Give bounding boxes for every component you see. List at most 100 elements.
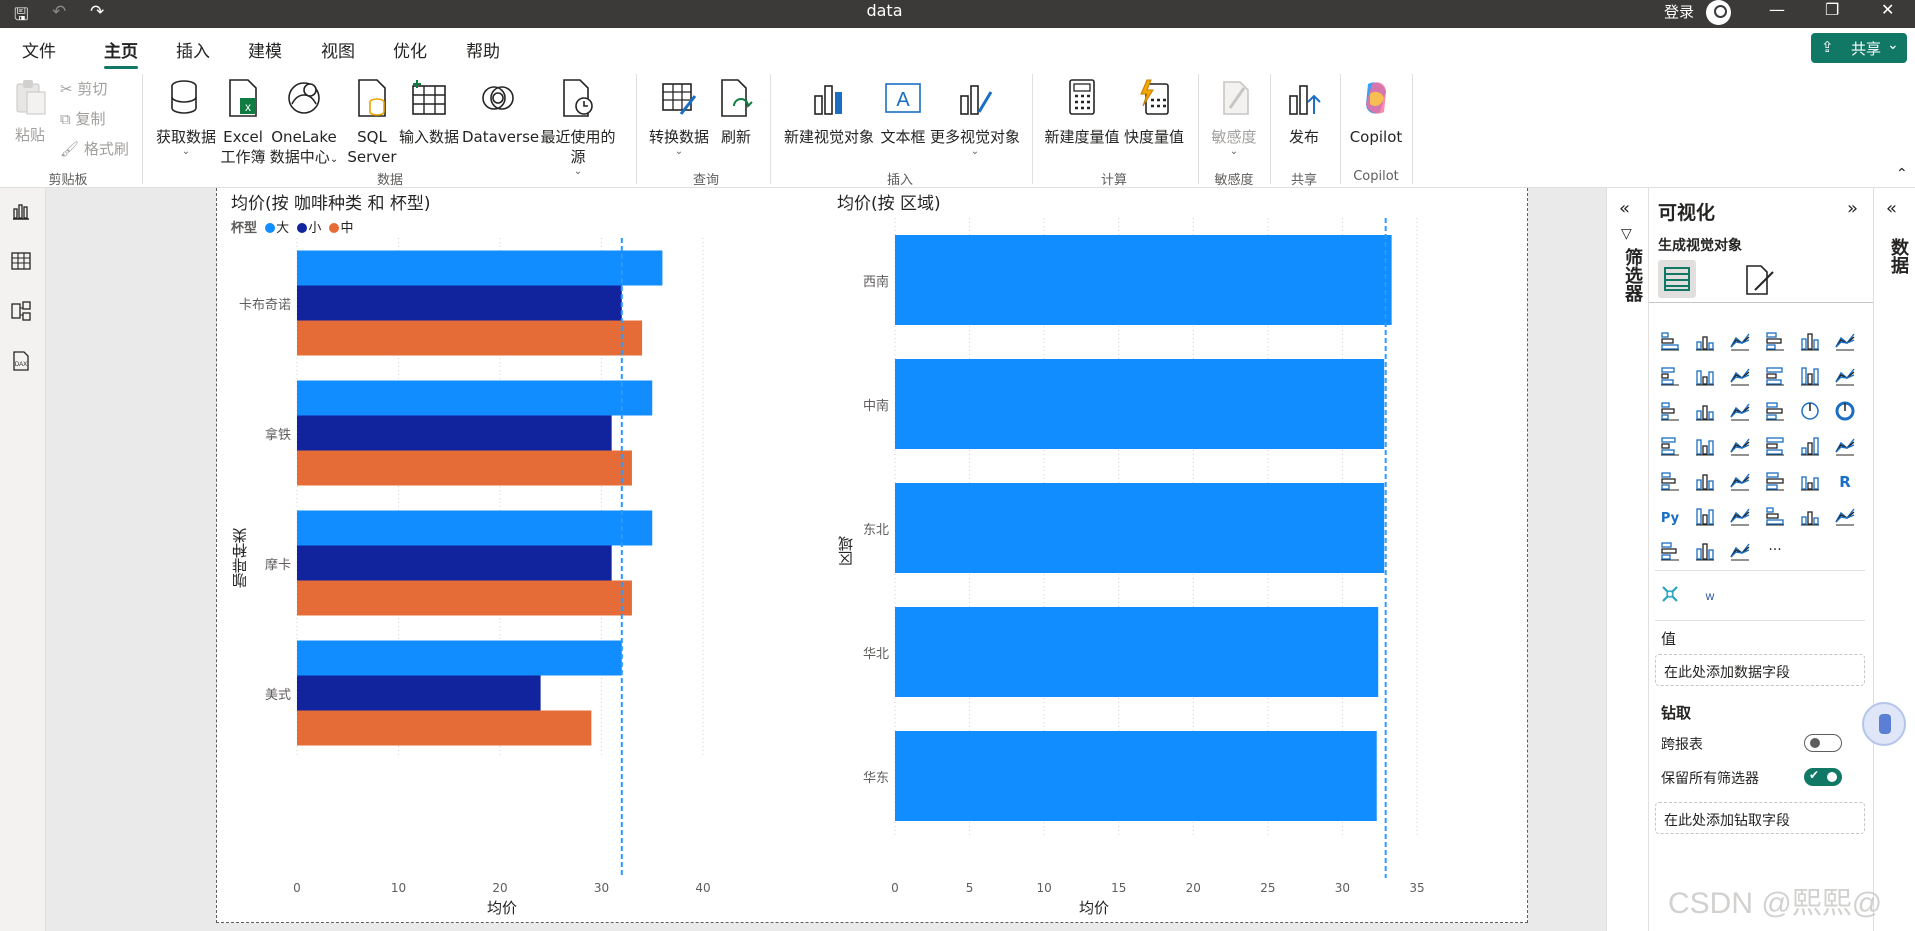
quick-measure-button[interactable]: 快度量值 bbox=[1122, 78, 1186, 147]
table-icon[interactable] bbox=[1764, 470, 1786, 492]
card-icon[interactable] bbox=[1834, 435, 1856, 457]
restore-button[interactable]: ❐ bbox=[1825, 0, 1840, 19]
expand-right-icon[interactable]: » bbox=[1847, 198, 1859, 219]
get-data-button[interactable]: 获取数据 ⌄ bbox=[154, 78, 218, 157]
report-view-icon[interactable] bbox=[10, 200, 32, 222]
scatter-icon[interactable] bbox=[1764, 400, 1786, 422]
line-icon[interactable] bbox=[1659, 365, 1681, 387]
floating-assistant-button[interactable] bbox=[1862, 702, 1906, 746]
bar[interactable] bbox=[297, 580, 632, 616]
100-bar-icon[interactable] bbox=[1799, 330, 1821, 352]
bar[interactable] bbox=[297, 710, 592, 746]
keep-filters-toggle[interactable]: ✔ bbox=[1804, 768, 1842, 786]
undo-icon[interactable]: ↶ bbox=[52, 2, 67, 22]
publish-button[interactable]: 发布 bbox=[1280, 78, 1328, 147]
bar[interactable] bbox=[297, 640, 622, 676]
power-automate-icon[interactable] bbox=[1729, 540, 1751, 562]
redo-icon[interactable]: ↷ bbox=[90, 2, 105, 22]
minimize-button[interactable]: — bbox=[1769, 0, 1785, 19]
100-column-icon[interactable] bbox=[1834, 330, 1856, 352]
paginated-report-icon[interactable] bbox=[1659, 540, 1681, 562]
azure-map-icon[interactable] bbox=[1764, 435, 1786, 457]
filters-pane-collapsed[interactable]: « ▽ 筛选器 bbox=[1606, 188, 1648, 931]
bar[interactable] bbox=[297, 250, 663, 286]
bar[interactable] bbox=[895, 483, 1385, 573]
tab-file[interactable]: 文件 bbox=[22, 42, 56, 62]
smart-narrative-icon[interactable] bbox=[1799, 505, 1821, 527]
word-visual-icon[interactable]: w bbox=[1699, 584, 1721, 606]
close-button[interactable]: ✕ bbox=[1881, 0, 1895, 19]
bar[interactable] bbox=[895, 359, 1385, 449]
ai-visual-icon[interactable] bbox=[1659, 583, 1681, 605]
values-drop-field[interactable]: 在此处添加数据字段 bbox=[1655, 654, 1865, 686]
decomposition-tree-icon[interactable] bbox=[1729, 505, 1751, 527]
sign-in-link[interactable]: 登录 bbox=[1664, 3, 1695, 21]
donut-icon[interactable] bbox=[1834, 400, 1856, 422]
gauge-icon[interactable] bbox=[1799, 435, 1821, 457]
tab-view[interactable]: 视图 bbox=[321, 42, 355, 62]
line-stacked-column-icon[interactable] bbox=[1659, 400, 1681, 422]
line-column-icon[interactable] bbox=[1834, 365, 1856, 387]
pie-icon[interactable] bbox=[1799, 400, 1821, 422]
bar[interactable] bbox=[895, 731, 1377, 821]
qa-icon[interactable] bbox=[1764, 505, 1786, 527]
dax-query-view-icon[interactable]: DAX bbox=[10, 350, 32, 372]
bar[interactable] bbox=[895, 235, 1392, 325]
new-visual-button[interactable]: 新建视觉对象 bbox=[782, 78, 876, 147]
new-measure-button[interactable]: 新建度量值 bbox=[1042, 78, 1122, 147]
bar[interactable] bbox=[297, 450, 632, 486]
data-pane-collapsed[interactable]: « 数据 bbox=[1873, 188, 1915, 931]
legend-item[interactable]: 小 bbox=[308, 221, 322, 236]
paste-button[interactable]: 粘贴 bbox=[10, 78, 50, 145]
build-visual-tab[interactable] bbox=[1658, 260, 1696, 298]
collapse-ribbon-icon[interactable]: ⌃ bbox=[1896, 166, 1908, 182]
dataverse-button[interactable]: Dataverse bbox=[462, 78, 539, 147]
bar[interactable] bbox=[297, 415, 612, 451]
tab-home[interactable]: 主页 bbox=[104, 37, 138, 69]
format-painter-button[interactable]: 🖌 格式刷 bbox=[60, 140, 129, 158]
funnel-icon[interactable] bbox=[1729, 400, 1751, 422]
key-influencers-icon[interactable] bbox=[1694, 505, 1716, 527]
share-button[interactable]: ⇪ 共享 ⌄ bbox=[1811, 33, 1907, 63]
stacked-bar-icon[interactable] bbox=[1659, 330, 1681, 352]
legend-item[interactable]: 大 bbox=[276, 221, 290, 236]
legend-item[interactable]: 中 bbox=[340, 221, 354, 236]
clustered-bar-icon[interactable] bbox=[1729, 330, 1751, 352]
bar[interactable] bbox=[895, 607, 1379, 697]
tab-modeling[interactable]: 建模 bbox=[248, 42, 282, 62]
python-visual-icon[interactable]: Py bbox=[1659, 505, 1681, 527]
bar[interactable] bbox=[297, 320, 643, 356]
more-icon[interactable]: ··· bbox=[1764, 540, 1786, 562]
report-page[interactable]: 均价(按 咖啡种类 和 杯型) 杯型 大 小 中 咖啡种类 卡布奇诺 拿铁 摩卡 美式… bbox=[216, 188, 1528, 923]
model-view-icon[interactable] bbox=[10, 300, 32, 322]
bar[interactable] bbox=[297, 675, 541, 711]
stacked-column-icon[interactable] bbox=[1694, 330, 1716, 352]
avatar-icon[interactable] bbox=[1706, 0, 1731, 25]
clustered-column-icon[interactable] bbox=[1764, 330, 1786, 352]
more-visuals-button[interactable]: 更多视觉对象 ⌄ bbox=[930, 78, 1020, 157]
tab-help[interactable]: 帮助 bbox=[466, 42, 500, 62]
refresh-button[interactable]: 刷新 bbox=[716, 78, 756, 147]
multi-row-card-icon[interactable] bbox=[1659, 470, 1681, 492]
collapse-left-icon[interactable]: « bbox=[1886, 198, 1898, 219]
onelake-button[interactable]: OneLake 数据中心⌄ bbox=[268, 78, 340, 170]
bar[interactable] bbox=[297, 380, 653, 416]
enter-data-button[interactable]: 输入数据 bbox=[398, 78, 460, 147]
tab-optimize[interactable]: 优化 bbox=[393, 42, 427, 62]
area-icon[interactable] bbox=[1694, 365, 1716, 387]
filled-map-icon[interactable] bbox=[1729, 435, 1751, 457]
excel-button[interactable]: x Excel 工作簿 bbox=[218, 78, 268, 167]
collapse-left-icon[interactable]: « bbox=[1619, 198, 1631, 219]
transform-data-button[interactable]: 转换数据 ⌄ bbox=[646, 78, 712, 157]
waterfall-line-icon[interactable] bbox=[1799, 365, 1821, 387]
cut-button[interactable]: ✂ 剪切 bbox=[60, 80, 108, 98]
tab-insert[interactable]: 插入 bbox=[176, 42, 210, 62]
waterfall-icon[interactable] bbox=[1694, 400, 1716, 422]
recent-sources-button[interactable]: 最近使用的源 ⌄ bbox=[534, 78, 622, 177]
copilot-button[interactable]: Copilot bbox=[1346, 78, 1406, 147]
sql-server-button[interactable]: SQL Server bbox=[346, 78, 398, 167]
ribbon-icon[interactable] bbox=[1764, 365, 1786, 387]
goals-icon[interactable] bbox=[1834, 505, 1856, 527]
copy-button[interactable]: ⧉ 复制 bbox=[60, 110, 106, 128]
save-icon[interactable]: 🖫 bbox=[14, 5, 29, 25]
